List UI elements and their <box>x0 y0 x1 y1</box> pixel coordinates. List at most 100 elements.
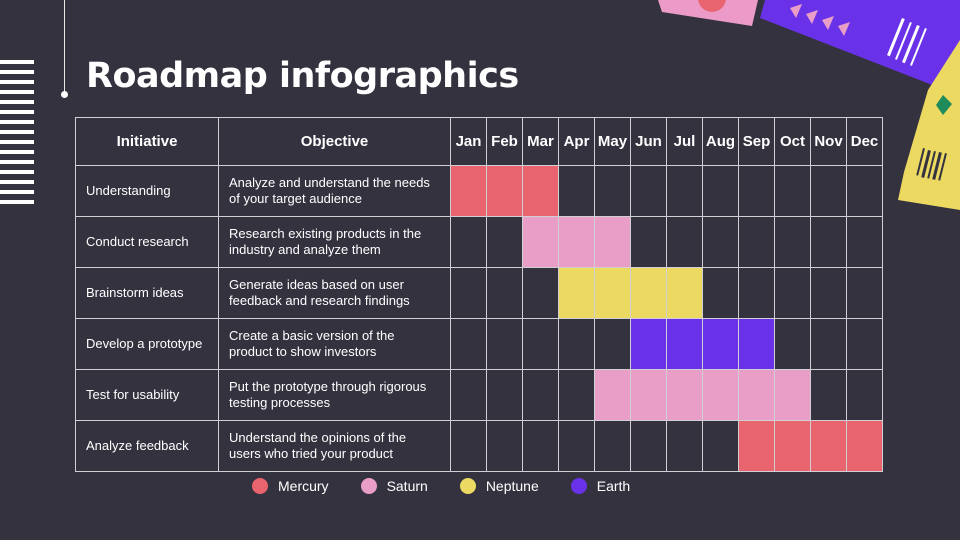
month-header: Aug <box>702 117 739 166</box>
timeline-empty-cell <box>450 267 487 319</box>
initiative-cell: Brainstorm ideas <box>75 267 219 319</box>
timeline-empty-cell <box>810 369 847 421</box>
timeline-empty-cell <box>486 267 523 319</box>
timeline-empty-cell <box>738 165 775 217</box>
timeline-empty-cell <box>846 267 883 319</box>
month-header: Nov <box>810 117 847 166</box>
timeline-empty-cell <box>774 318 811 370</box>
decorative-vertical-line <box>64 0 65 92</box>
legend-label: Mercury <box>278 478 329 494</box>
timeline-empty-cell <box>450 420 487 472</box>
timeline-empty-cell <box>846 216 883 268</box>
legend-dot <box>570 478 587 494</box>
timeline-bar-cell <box>630 318 667 370</box>
timeline-bar-cell <box>522 216 559 268</box>
legend-item-earth: Earth <box>570 478 631 494</box>
objective-cell: Understand the opinions of the users who… <box>218 420 451 472</box>
timeline-bar-cell <box>738 318 775 370</box>
timeline-empty-cell <box>702 165 739 217</box>
month-header: Sep <box>738 117 775 166</box>
month-header: Jul <box>666 117 703 166</box>
timeline-empty-cell <box>558 420 595 472</box>
timeline-empty-cell <box>486 369 523 421</box>
pink-ticket-icon <box>658 0 758 26</box>
table-row: Conduct research Research existing produc… <box>75 216 883 268</box>
legend-item-mercury: Mercury <box>252 478 329 494</box>
timeline-empty-cell <box>450 216 487 268</box>
timeline-empty-cell <box>810 165 847 217</box>
timeline-empty-cell <box>810 318 847 370</box>
ticket-decoration <box>658 0 960 210</box>
timeline-bar-cell <box>666 267 703 319</box>
timeline-bar-cell <box>702 318 739 370</box>
timeline-bar-cell <box>666 318 703 370</box>
legend-item-neptune: Neptune <box>459 478 539 494</box>
header-row: Initiative Objective Jan Feb Mar Apr May… <box>75 117 883 166</box>
month-header: Oct <box>774 117 811 166</box>
roadmap-table: Initiative Objective Jan Feb Mar Apr May… <box>75 117 883 472</box>
timeline-empty-cell <box>702 216 739 268</box>
yellow-ticket-icon <box>898 40 960 210</box>
timeline-empty-cell <box>774 216 811 268</box>
timeline-empty-cell <box>846 165 883 217</box>
timeline-bar-cell <box>594 267 631 319</box>
timeline-empty-cell <box>594 318 631 370</box>
objective-cell: Put the prototype through rigorous testi… <box>218 369 451 421</box>
timeline-bar-cell <box>450 165 487 217</box>
legend-label: Earth <box>596 478 631 494</box>
timeline-bar-cell <box>738 420 775 472</box>
timeline-empty-cell <box>630 165 667 217</box>
timeline-empty-cell <box>558 369 595 421</box>
table-row: Analyze feedback Understand the opinions … <box>75 420 883 472</box>
timeline-bar-cell <box>774 369 811 421</box>
timeline-empty-cell <box>666 165 703 217</box>
timeline-bar-cell <box>558 216 595 268</box>
timeline-bar-cell <box>630 267 667 319</box>
timeline-empty-cell <box>630 216 667 268</box>
timeline-empty-cell <box>486 318 523 370</box>
timeline-empty-cell <box>774 165 811 217</box>
objective-cell: Research existing products in the indust… <box>218 216 451 268</box>
timeline-empty-cell <box>702 267 739 319</box>
timeline-bar-cell <box>810 420 847 472</box>
timeline-empty-cell <box>594 165 631 217</box>
legend-dot <box>252 478 268 494</box>
initiative-cell: Understanding <box>75 165 219 217</box>
objective-cell: Create a basic version of the product to… <box>218 318 451 370</box>
initiative-cell: Test for usability <box>75 369 219 421</box>
timeline-empty-cell <box>810 216 847 268</box>
timeline-empty-cell <box>522 267 559 319</box>
table-row: Test for usability Put the prototype thro… <box>75 369 883 421</box>
timeline-empty-cell <box>558 318 595 370</box>
month-header: Jun <box>630 117 667 166</box>
timeline-empty-cell <box>666 216 703 268</box>
timeline-bar-cell <box>738 369 775 421</box>
table-row: Develop a prototype Create a basic versio… <box>75 318 883 370</box>
timeline-empty-cell <box>486 420 523 472</box>
initiative-cell: Develop a prototype <box>75 318 219 370</box>
initiative-header: Initiative <box>75 117 219 166</box>
timeline-empty-cell <box>738 267 775 319</box>
table-row: Brainstorm ideas Generate ideas based on … <box>75 267 883 319</box>
timeline-empty-cell <box>522 420 559 472</box>
timeline-empty-cell <box>810 267 847 319</box>
month-header: Jan <box>450 117 487 166</box>
legend-label: Neptune <box>485 478 539 494</box>
initiative-cell: Conduct research <box>75 216 219 268</box>
legend-dot <box>360 478 377 494</box>
table-row: Understanding Analyze and understand the … <box>75 165 883 217</box>
month-header: May <box>594 117 631 166</box>
timeline-bar-cell <box>702 369 739 421</box>
decorative-dot <box>61 91 68 98</box>
timeline-bar-cell <box>594 369 631 421</box>
timeline-bar-cell <box>594 216 631 268</box>
timeline-empty-cell <box>450 369 487 421</box>
timeline-bar-cell <box>486 165 523 217</box>
timeline-bar-cell <box>846 420 883 472</box>
timeline-bar-cell <box>630 369 667 421</box>
timeline-empty-cell <box>738 216 775 268</box>
initiative-cell: Analyze feedback <box>75 420 219 472</box>
legend-label: Saturn <box>386 478 428 494</box>
page-title: Roadmap infographics <box>86 56 519 96</box>
timeline-empty-cell <box>594 420 631 472</box>
